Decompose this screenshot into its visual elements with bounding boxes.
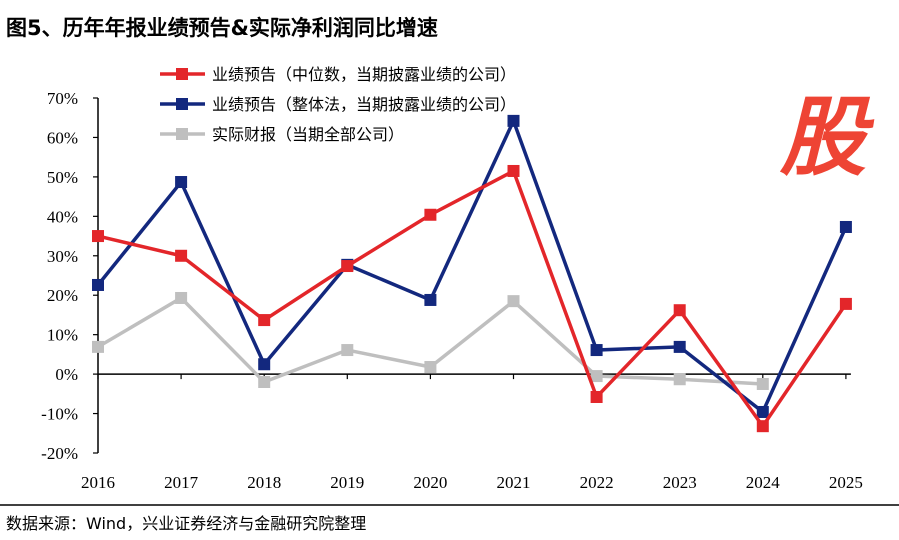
data-point xyxy=(258,376,271,388)
data-point xyxy=(839,297,852,310)
y-tick-label: 30% xyxy=(47,247,78,266)
x-tick-label: 2017 xyxy=(164,473,199,492)
x-tick-label: 2022 xyxy=(580,473,614,492)
legend-label: 业绩预告（中位数，当期披露业绩的公司） xyxy=(212,65,516,84)
x-tick-label: 2019 xyxy=(330,473,364,492)
data-point xyxy=(258,358,271,371)
y-tick-label: 50% xyxy=(47,168,78,187)
figure-title: 图5、历年年报业绩预告&实际净利润同比增速 xyxy=(6,16,438,40)
data-point xyxy=(756,420,769,433)
data-point xyxy=(175,291,188,304)
x-tick-label: 2023 xyxy=(663,473,697,492)
data-point xyxy=(341,344,354,357)
data-point xyxy=(424,293,437,306)
y-tick-label: 40% xyxy=(47,207,78,226)
x-tick-label: 2016 xyxy=(81,473,115,492)
x-tick-label: 2024 xyxy=(746,473,781,492)
data-point xyxy=(673,373,686,386)
x-tick-label: 2025 xyxy=(829,473,863,492)
y-tick-label: -10% xyxy=(41,405,78,424)
data-point xyxy=(673,340,686,353)
x-tick-label: 2020 xyxy=(413,473,447,492)
y-tick-label: 70% xyxy=(47,89,78,108)
data-point xyxy=(756,377,769,390)
data-point xyxy=(341,260,354,273)
data-point xyxy=(839,220,852,233)
series-line xyxy=(97,168,848,430)
data-point xyxy=(258,314,271,327)
watermark-logo: 股 xyxy=(780,88,866,188)
data-point xyxy=(590,370,603,383)
data-point xyxy=(175,176,188,189)
y-tick-label: 20% xyxy=(47,286,78,305)
data-point xyxy=(507,114,520,127)
y-tick-label: 60% xyxy=(47,128,78,147)
data-point xyxy=(92,278,104,291)
series-line xyxy=(96,116,848,415)
y-tick-label: 0% xyxy=(55,365,78,384)
data-point xyxy=(756,405,769,418)
x-tick-label: 2021 xyxy=(497,473,531,492)
legend-marker xyxy=(176,68,188,80)
data-point xyxy=(424,361,437,374)
data-point xyxy=(175,249,188,262)
data-point xyxy=(590,344,603,357)
data-point xyxy=(92,340,104,353)
data-point xyxy=(507,295,520,308)
y-tick-label: 10% xyxy=(47,326,78,345)
legend-label: 业绩预告（整体法，当期披露业绩的公司） xyxy=(212,95,516,114)
data-point xyxy=(507,164,520,177)
y-tick-label: -20% xyxy=(41,444,78,463)
data-point xyxy=(424,208,437,221)
legend-label: 实际财报（当期全部公司） xyxy=(212,125,404,144)
data-point xyxy=(673,304,686,317)
source-note: 数据来源：Wind，兴业证券经济与金融研究院整理 xyxy=(6,514,367,533)
legend-marker xyxy=(176,98,188,110)
data-point xyxy=(92,230,104,243)
data-point xyxy=(590,390,603,403)
x-tick-label: 2018 xyxy=(247,473,281,492)
legend-marker xyxy=(176,128,188,140)
